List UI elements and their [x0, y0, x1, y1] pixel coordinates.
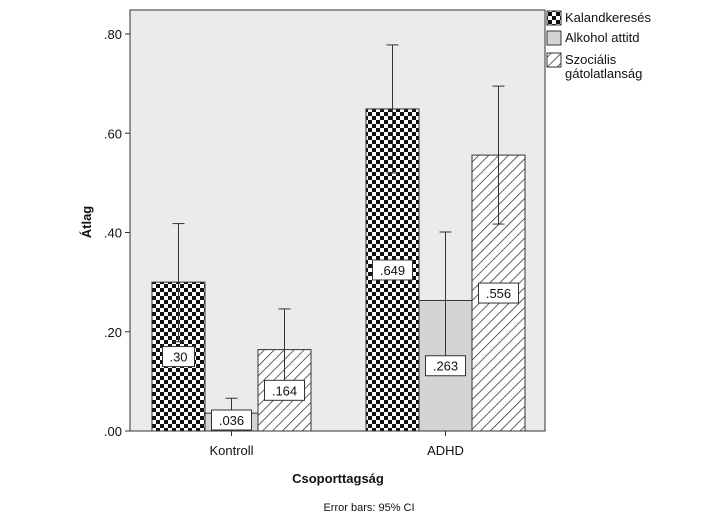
y-axis-title: Átlag — [79, 206, 94, 239]
footnote: Error bars: 95% CI — [323, 502, 414, 514]
data-label-box — [425, 355, 466, 377]
data-label-box — [264, 379, 305, 401]
data-labels-group: .30 .649 .036 .263 .164 .556 — [162, 259, 519, 431]
data-label-box — [478, 282, 519, 304]
legend-label: gátolatlanság — [565, 66, 642, 81]
data-label: .164 — [272, 383, 297, 398]
data-label: .30 — [169, 350, 187, 365]
legend-swatch — [546, 10, 562, 26]
x-axis: Kontroll ADHD — [130, 430, 545, 458]
legend-label: Alkohol attitd — [565, 30, 639, 45]
data-label: .556 — [486, 286, 511, 301]
data-label: .036 — [219, 413, 244, 428]
legend-swatch — [546, 30, 562, 46]
y-tick-label: .20 — [104, 325, 122, 340]
data-label: .649 — [380, 263, 405, 278]
x-tick-label: ADHD — [427, 443, 464, 458]
y-tick-label: .00 — [104, 424, 122, 439]
data-label: .263 — [433, 359, 458, 374]
legend-swatch — [546, 52, 562, 68]
legend: Kalandkeresés Alkohol attitd Szociálisgáto… — [546, 10, 651, 81]
y-tick-label: .80 — [104, 27, 122, 42]
x-tick-label: Kontroll — [209, 443, 253, 458]
x-axis-title: Csoporttagság — [292, 471, 384, 486]
data-label-box — [372, 259, 413, 281]
legend-label: Kalandkeresés — [565, 10, 651, 25]
y-axis: .00 .20 .40 .60 .80 — [104, 10, 131, 439]
data-label-box — [211, 409, 252, 431]
y-tick-label: .60 — [104, 126, 122, 141]
legend-label: Szociális — [565, 52, 617, 67]
y-tick-label: .40 — [104, 226, 122, 241]
data-label-box — [162, 346, 195, 368]
